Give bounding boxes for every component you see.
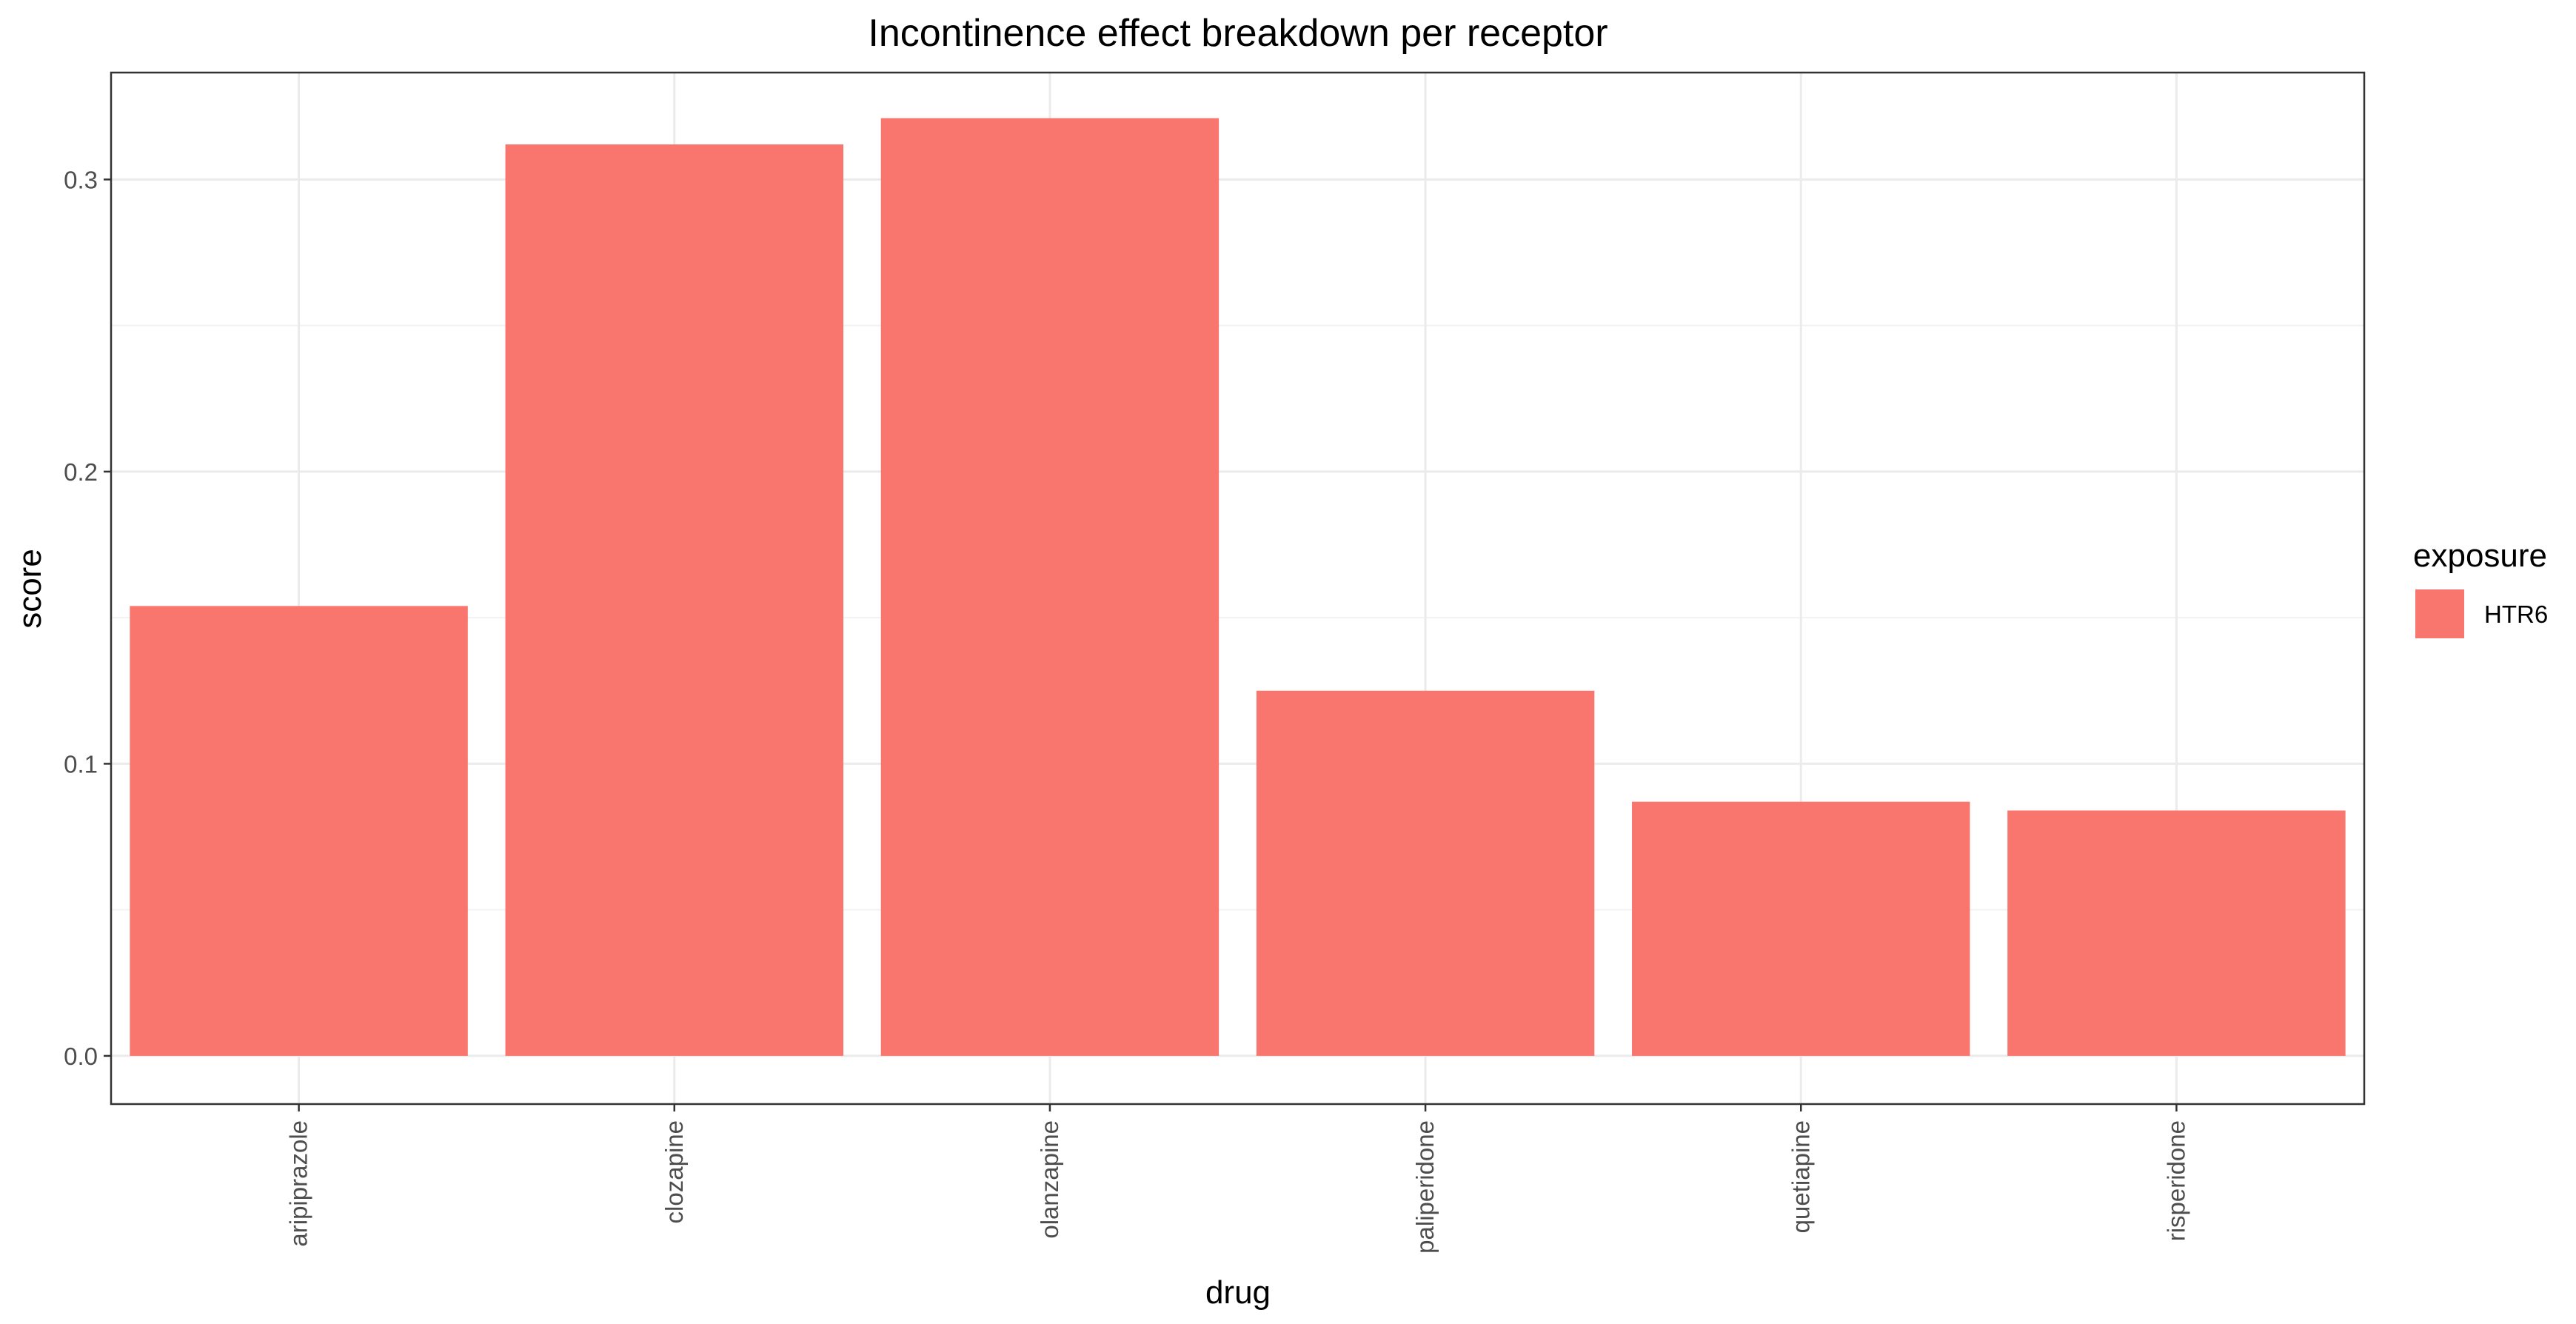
x-tick-label: aripiprazole <box>285 1120 312 1247</box>
bar <box>505 144 843 1056</box>
legend-items: HTR6 <box>2415 589 2548 638</box>
legend-title: exposure <box>2413 538 2547 574</box>
x-axis: aripiprazole clozapine olanzapine paliperid… <box>285 1104 2189 1254</box>
panel-border <box>110 71 2366 1106</box>
x-tick-label: quetiapine <box>1787 1120 1814 1233</box>
y-tick-label: 0.1 <box>64 750 98 778</box>
bar <box>1256 690 1595 1056</box>
legend-label: HTR6 <box>2484 601 2548 628</box>
x-tick-label: paliperidone <box>1411 1120 1439 1254</box>
x-tick-label: olanzapine <box>1036 1120 1063 1239</box>
legend-key <box>2415 589 2464 638</box>
bar <box>880 118 1220 1056</box>
x-tick-label: risperidone <box>2162 1120 2189 1241</box>
y-axis-title: score <box>12 549 48 629</box>
y-tick-label: 0.0 <box>64 1043 98 1070</box>
y-tick-label: 0.3 <box>64 166 98 193</box>
chart-title: Incontinence effect breakdown per recept… <box>868 12 1608 55</box>
bar <box>1632 801 1970 1056</box>
bars <box>130 118 2346 1056</box>
y-tick-label: 0.2 <box>64 458 98 486</box>
y-axis: 0.0 0.1 0.2 0.3 <box>64 166 111 1070</box>
x-axis-title: drug <box>1205 1274 1271 1311</box>
legend: exposure HTR6 <box>2413 538 2548 638</box>
bar <box>130 606 468 1056</box>
x-tick-label: clozapine <box>660 1120 688 1223</box>
grid-minor <box>111 324 2364 911</box>
bar <box>2007 810 2346 1056</box>
